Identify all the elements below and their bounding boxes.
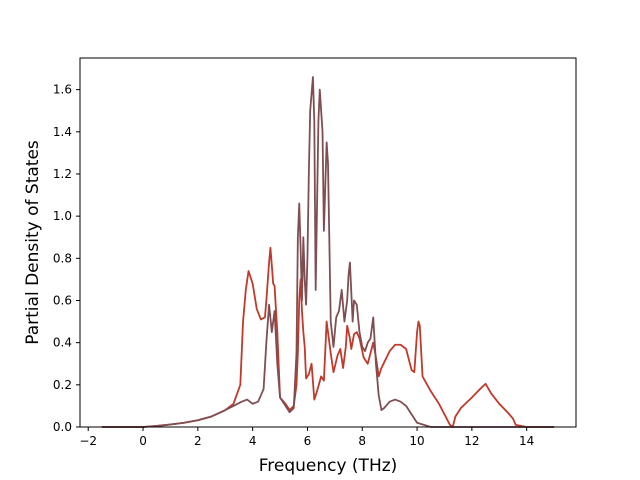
y-tick-label: 1.2 bbox=[53, 167, 72, 181]
y-axis-ticks: 0.0 0.2 0.4 0.6 0.8 1.0 1.2 1.4 1.6 bbox=[53, 83, 80, 434]
y-tick-label: 1.0 bbox=[53, 209, 72, 223]
x-axis-label: Frequency (THz) bbox=[259, 456, 398, 476]
x-tick-label: 8 bbox=[358, 434, 366, 448]
series-layer bbox=[101, 76, 555, 428]
x-tick-label: 4 bbox=[249, 434, 257, 448]
x-tick-label: 12 bbox=[464, 434, 479, 448]
y-tick-label: 1.6 bbox=[53, 83, 72, 97]
x-tick-label: 0 bbox=[139, 434, 147, 448]
y-tick-label: 0.2 bbox=[53, 378, 72, 392]
y-tick-label: 0.0 bbox=[53, 420, 72, 434]
x-tick-label: −2 bbox=[79, 434, 97, 448]
y-axis-label: Partial Density of States bbox=[23, 140, 43, 345]
x-tick-label: 6 bbox=[304, 434, 312, 448]
series-line-1 bbox=[101, 246, 555, 428]
series-line-2 bbox=[101, 76, 555, 428]
y-tick-label: 0.4 bbox=[53, 336, 72, 350]
x-tick-label: 2 bbox=[194, 434, 202, 448]
axes-frame bbox=[79, 57, 577, 428]
y-tick-label: 0.6 bbox=[53, 293, 72, 307]
x-axis-ticks: −2 0 2 4 6 8 10 12 14 bbox=[79, 427, 534, 448]
x-tick-label: 10 bbox=[409, 434, 424, 448]
x-tick-label: 14 bbox=[519, 434, 534, 448]
y-tick-label: 1.4 bbox=[53, 125, 72, 139]
y-tick-label: 0.8 bbox=[53, 251, 72, 265]
